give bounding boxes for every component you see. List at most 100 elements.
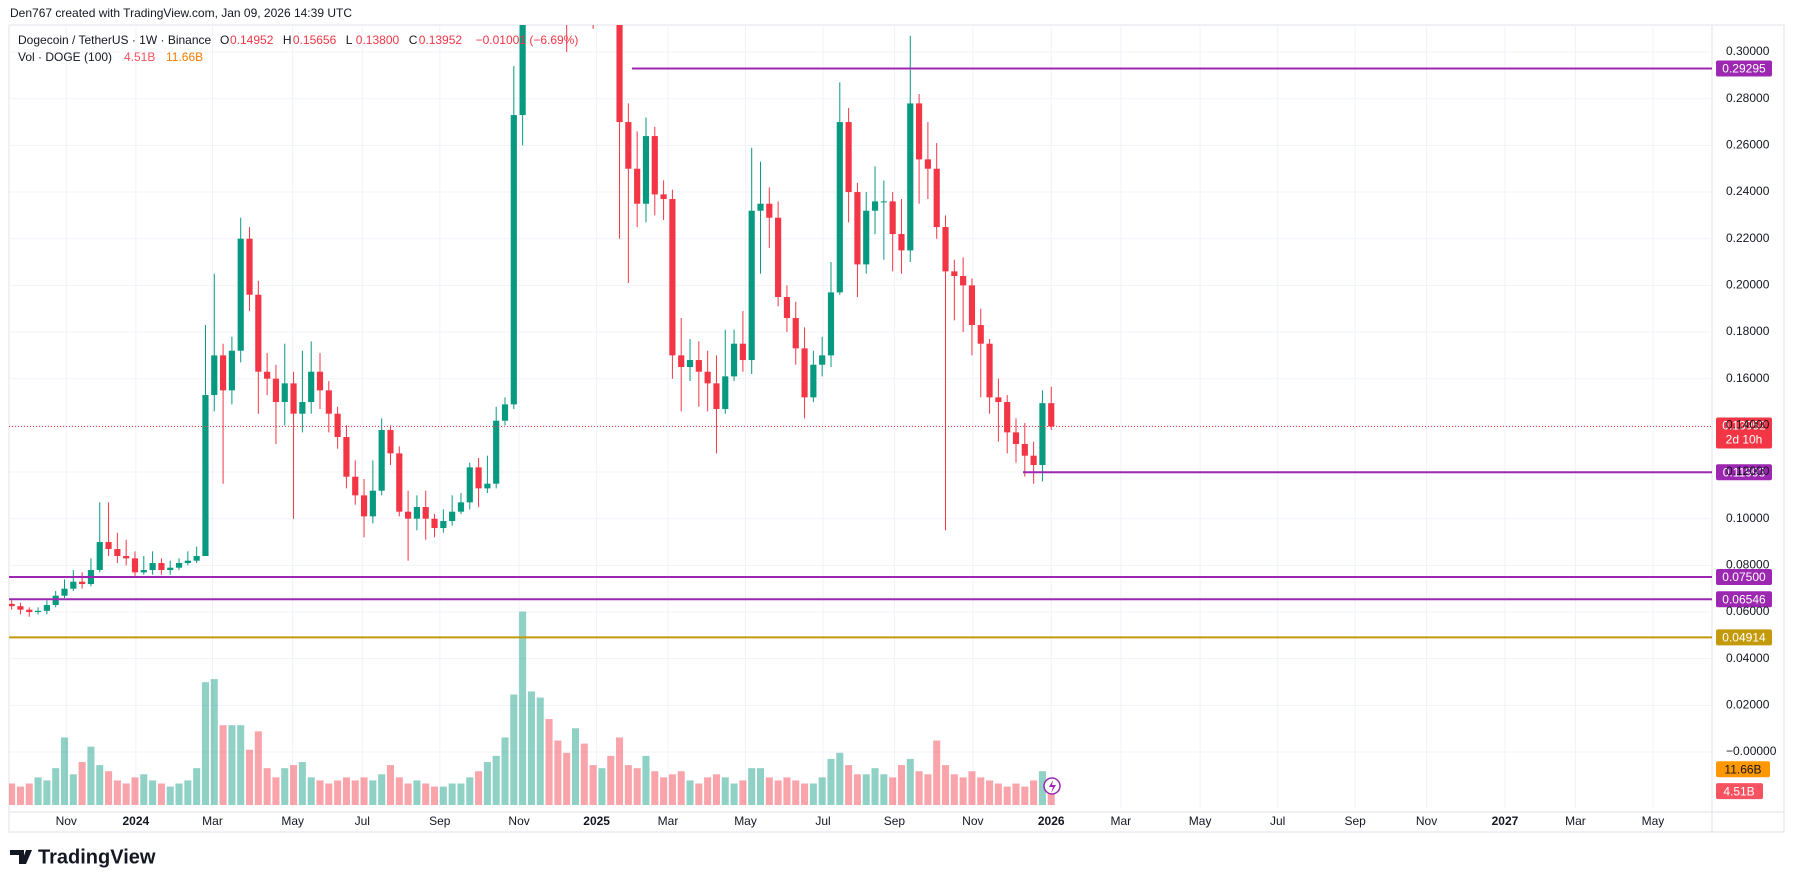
candle-body <box>739 343 746 361</box>
level-tag <box>1716 569 1772 586</box>
candle-body <box>149 563 156 571</box>
volume-bar <box>801 783 809 805</box>
legend-key: C <box>409 33 418 47</box>
volume-bar <box>492 755 500 805</box>
candle-body <box>1012 432 1020 445</box>
last-price-tag <box>1716 417 1772 449</box>
x-tick-label: May <box>734 814 757 828</box>
x-tick-label: Nov <box>1416 814 1437 828</box>
volume-bar <box>342 777 350 805</box>
volume-bar <box>571 728 580 805</box>
volume-bar <box>968 771 976 805</box>
volume-bar <box>915 771 923 805</box>
candle-body <box>202 395 209 557</box>
candle-body <box>960 276 967 286</box>
volume-bar <box>712 774 720 805</box>
candle-body <box>995 397 1002 403</box>
candle-body <box>378 430 385 491</box>
volume-bar <box>483 762 491 805</box>
volume-bar <box>105 771 113 805</box>
candle-body <box>114 549 121 557</box>
volume-bar <box>554 740 562 805</box>
x-tick-label: Nov <box>962 814 983 828</box>
candle-body <box>669 199 676 356</box>
level-tag-label: 0.11993 <box>1723 465 1766 479</box>
volume-bar <box>871 768 879 805</box>
brand-icon <box>10 850 32 864</box>
candle-body <box>889 201 896 235</box>
volume-bar <box>325 783 333 805</box>
candle-body <box>193 556 200 561</box>
volume-bar <box>9 783 16 805</box>
volume-bar <box>695 783 703 805</box>
legend-value: 0.13952 <box>419 33 463 47</box>
candle-body <box>360 495 368 517</box>
volume-bar <box>704 777 712 805</box>
y-tick-label: 0.16000 <box>1726 371 1770 385</box>
candle-body <box>678 355 685 368</box>
candle-body <box>1021 444 1028 456</box>
candle-body <box>105 542 112 550</box>
candle-body <box>519 25 526 116</box>
volume-bar <box>69 774 77 805</box>
candle-body <box>246 238 253 295</box>
candle-body <box>942 227 949 272</box>
candle-body <box>211 355 218 396</box>
volume-bar <box>16 786 24 805</box>
x-tick-label: Nov <box>56 814 77 828</box>
volume-bar <box>589 765 597 805</box>
grid <box>9 25 1712 808</box>
candle-body <box>933 168 940 228</box>
x-tick-label: Sep <box>884 814 906 828</box>
volume-bar <box>941 765 950 805</box>
candle-body <box>26 609 33 613</box>
x-tick-label: Jul <box>1270 814 1285 828</box>
volume-bar <box>510 694 518 805</box>
level-tag <box>1716 629 1772 646</box>
volume-bar <box>237 725 245 805</box>
volume-bar <box>607 755 615 805</box>
x-tick-label: Jul <box>355 814 370 828</box>
y-tick-label: 0.12000 <box>1726 464 1770 478</box>
candle-body <box>827 292 835 356</box>
x-tick-label: Sep <box>429 814 451 828</box>
volume-bar <box>1021 786 1029 805</box>
volume-bar <box>660 777 668 805</box>
level-tag <box>1716 591 1772 608</box>
volume-bar <box>1003 786 1011 805</box>
candle-body <box>493 420 500 484</box>
candle-body <box>625 122 632 169</box>
candle-body <box>255 294 262 372</box>
volume-bar <box>748 768 756 805</box>
candle-body <box>61 588 68 596</box>
candle-body <box>924 159 931 169</box>
y-tick-label: −0.00000 <box>1726 744 1777 758</box>
volume-bar <box>633 768 641 805</box>
candle-body <box>308 371 315 403</box>
candle-body <box>836 122 843 293</box>
flash-icon-bolt <box>1049 780 1056 793</box>
candle-body <box>475 467 482 489</box>
volume-ma-tag <box>1716 761 1770 778</box>
candle-body <box>484 483 491 489</box>
y-tick-label: 0.10000 <box>1726 511 1770 525</box>
volume-bar <box>986 780 994 805</box>
y-tick-label: 0.22000 <box>1726 231 1770 245</box>
candle-body <box>977 325 984 344</box>
candle-body <box>880 201 887 203</box>
candle-body <box>1030 455 1037 466</box>
volume-bar <box>166 786 174 805</box>
candle-body <box>79 581 86 585</box>
legend: O 0.14952 H 0.15656 L 0.13800 C 0.13952 −0.01001… <box>220 33 578 47</box>
candle-body <box>704 371 711 384</box>
candle-body <box>651 136 658 195</box>
candle-body <box>907 103 914 251</box>
volume-bar <box>149 780 157 805</box>
volume-bar <box>290 765 298 805</box>
volume-bar <box>360 777 368 805</box>
level-tag-label: 0.06546 <box>1722 592 1766 606</box>
candle-body <box>713 383 720 410</box>
volume-bar <box>977 777 985 805</box>
